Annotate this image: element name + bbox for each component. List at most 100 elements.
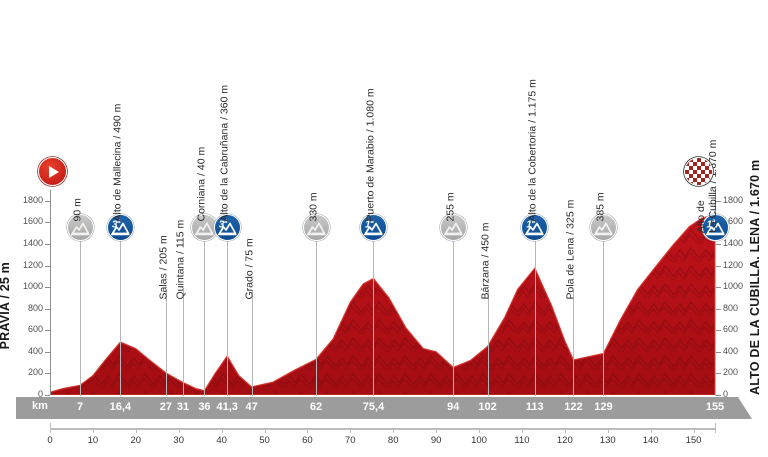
scale-tick-label: 20 — [130, 435, 142, 446]
scale-tick — [135, 428, 137, 433]
scale-tick — [521, 428, 523, 433]
marker-caption: 255 m — [444, 192, 458, 222]
y-axis-label: 800 — [723, 302, 739, 313]
y-axis-label: 200 — [723, 367, 739, 378]
category-climb-marker[interactable]: 1a — [701, 214, 729, 241]
marker-caption-line: Alto de la Cobertoria / 1.175 m — [526, 79, 539, 222]
marker-caption-line: Corniana / 40 m — [195, 146, 208, 222]
distance-scale-axis — [50, 428, 715, 430]
km-band-bar — [16, 397, 752, 419]
climb-category-number: 3a — [218, 219, 228, 231]
km-band-label: 41,3 — [216, 401, 238, 413]
scale-tick — [436, 428, 438, 433]
marker-caption-line: Grado / 75 m — [243, 238, 256, 300]
marker-stem — [534, 239, 536, 396]
y-axis-label: 600 — [27, 324, 43, 335]
marker-stem — [204, 239, 206, 396]
scale-tick-label: 120 — [556, 435, 573, 446]
km-band-label: 47 — [245, 401, 258, 413]
km-band-label: 155 — [705, 401, 725, 413]
y-tick — [45, 351, 50, 353]
climb-category-number: 1a — [526, 219, 536, 231]
marker-caption: Bárzana / 450 m — [479, 222, 492, 300]
scale-tick-label: 50 — [259, 435, 270, 446]
km-band-label: 62 — [309, 401, 323, 413]
km-band-label: 16,4 — [109, 401, 132, 413]
y-tick — [716, 351, 721, 353]
y-axis-label: 1200 — [22, 259, 43, 270]
y-tick — [45, 373, 50, 375]
marker-caption-line: 255 m — [444, 192, 457, 222]
y-axis-label: 1800 — [22, 194, 43, 205]
mountain-sprint-icon — [69, 216, 92, 239]
marker-caption: Alto de La Cubilla / 1.670 m — [695, 140, 719, 233]
y-tick — [45, 395, 50, 396]
scale-tick — [607, 428, 609, 433]
scale-tick-label: 100 — [471, 435, 487, 446]
start-icon[interactable] — [38, 157, 67, 186]
marker-stem — [573, 290, 575, 396]
mountain-icon: 3a — [109, 216, 132, 239]
y-tick — [716, 308, 721, 310]
sprint-point-marker[interactable] — [66, 214, 94, 241]
marker-caption-line: 385 m — [594, 192, 607, 222]
km-band-label: 7 — [76, 401, 84, 413]
scale-tick — [350, 428, 352, 433]
y-tick — [716, 243, 721, 245]
category-climb-marker[interactable]: 1a — [521, 214, 549, 241]
y-tick — [716, 200, 721, 202]
scale-tick-label: 90 — [430, 435, 442, 446]
marker-caption-line: 90 m — [71, 198, 84, 222]
category-climb-marker[interactable]: 1a — [359, 214, 387, 241]
y-tick — [716, 265, 721, 267]
y-tick — [716, 330, 721, 332]
scale-tick-label: 70 — [345, 435, 356, 446]
marker-caption-line: Pola de Lena / 325 m — [564, 199, 577, 300]
scale-tick — [92, 428, 94, 433]
sprint-point-marker[interactable] — [302, 214, 330, 241]
marker-caption-line: 330 m — [307, 192, 320, 222]
y-axis-label: 200 — [27, 367, 43, 378]
sprint-point-marker[interactable] — [589, 214, 617, 241]
marker-caption: Corniana / 40 m — [195, 146, 209, 222]
climb-category-number: 3a — [111, 219, 121, 231]
y-tick — [45, 243, 50, 245]
scale-tick — [264, 428, 266, 433]
y-tick — [716, 395, 721, 396]
sprint-point-marker[interactable] — [190, 214, 218, 241]
km-band-label: 36 — [198, 401, 211, 413]
sprint-point-marker[interactable] — [439, 214, 467, 241]
y-tick — [716, 373, 721, 375]
marker-stem — [80, 239, 82, 396]
km-band-label: 113 — [525, 401, 544, 413]
scale-tick — [393, 428, 395, 433]
km-band-label: 94 — [447, 401, 460, 413]
marker-caption: Alto de la Cobertoria / 1.175 m — [526, 79, 539, 222]
play-triangle — [49, 165, 59, 178]
category-climb-marker[interactable]: 3a — [213, 214, 241, 241]
scale-tick-label: 80 — [387, 435, 399, 446]
finish-flag-icon[interactable] — [684, 157, 713, 186]
mountain-icon: 1a — [704, 216, 727, 239]
y-axis-label: 1800 — [723, 194, 744, 205]
mountain-sprint-icon — [193, 216, 216, 239]
marker-caption-line: Quintana / 115 m — [174, 219, 187, 300]
scale-tick-label: 140 — [642, 435, 659, 446]
category-climb-marker[interactable]: 3a — [106, 214, 134, 241]
marker-caption-line: Puerto de Marabio / 1.080 m — [364, 88, 377, 222]
marker-stem — [603, 239, 605, 396]
scale-tick-label: 60 — [302, 435, 313, 446]
scale-tick — [221, 428, 223, 433]
y-axis-label: 400 — [27, 345, 43, 356]
y-axis-label: 1200 — [723, 259, 744, 270]
km-band-label: 31 — [176, 401, 190, 413]
y-axis-label: 1000 — [723, 281, 744, 292]
marker-caption-line: Alto de — [695, 200, 707, 233]
y-axis-left — [50, 190, 51, 395]
km-band-label: 122 — [564, 401, 583, 413]
mountain-sprint-icon — [442, 216, 465, 239]
marker-caption-line: Bárzana / 450 m — [479, 222, 492, 300]
km-band-label: 102 — [478, 401, 497, 413]
marker-caption-line: Alto de Mallecina / 490 m — [111, 103, 124, 222]
